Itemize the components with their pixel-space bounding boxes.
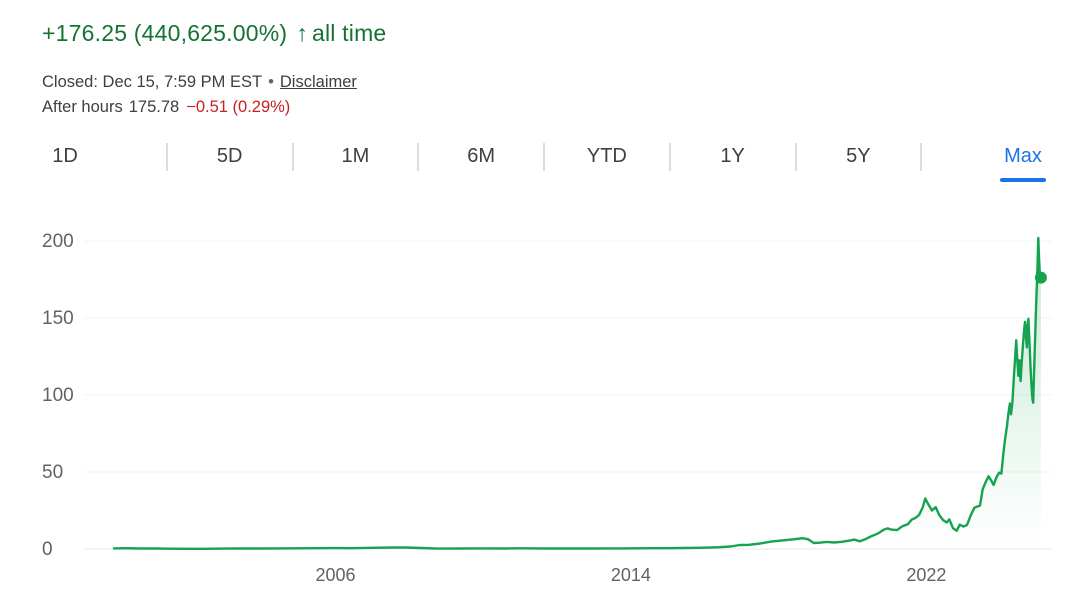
x-axis-label: 2006 bbox=[315, 565, 355, 585]
tab-label: Max bbox=[1004, 145, 1042, 167]
disclaimer-link[interactable]: Disclaimer bbox=[279, 73, 357, 91]
tab-label: 1M bbox=[341, 145, 370, 167]
tab-max[interactable]: Max bbox=[922, 143, 1046, 182]
tab-1m[interactable]: 1M bbox=[294, 143, 418, 182]
tab-label: 1D bbox=[52, 145, 78, 167]
after-hours-price: 175.78 bbox=[128, 98, 180, 116]
tab-divider bbox=[794, 143, 797, 171]
tab-5d[interactable]: 5D bbox=[168, 143, 292, 182]
tab-divider bbox=[668, 143, 671, 171]
y-axis-label: 100 bbox=[42, 385, 74, 406]
tab-label: YTD bbox=[586, 145, 627, 167]
tab-label: 6M bbox=[467, 145, 496, 167]
all-time-change-value: +176.25 (440,625.00%) bbox=[42, 20, 288, 46]
price-chart[interactable]: 0 50 100 150 200 2006 2014 2022 bbox=[0, 217, 1080, 592]
tab-1d[interactable]: 1D bbox=[42, 143, 166, 182]
tab-divider bbox=[291, 143, 294, 171]
tab-ytd[interactable]: YTD bbox=[545, 143, 669, 182]
price-change-line: +176.25 (440,625.00%) ↑ all time bbox=[0, 0, 1080, 47]
market-status-line: Closed: Dec 15, 7:59 PM EST • Disclaimer bbox=[0, 47, 1080, 92]
bullet-separator: • bbox=[268, 73, 274, 91]
change-period-label: all time bbox=[311, 20, 387, 46]
area-fill bbox=[113, 237, 1041, 549]
tab-divider bbox=[543, 143, 545, 171]
tab-divider bbox=[417, 143, 420, 171]
x-axis-label: 2022 bbox=[906, 565, 946, 585]
y-axis-label: 150 bbox=[42, 308, 74, 329]
market-closed-text: Closed: Dec 15, 7:59 PM EST bbox=[42, 73, 263, 91]
stock-quote-page: +176.25 (440,625.00%) ↑ all time Closed: D… bbox=[0, 0, 1080, 592]
price-line bbox=[112, 236, 1043, 550]
range-tab-bar: 1D 5D 1M 6M YTD 1Y 5Y Max bbox=[0, 143, 1080, 191]
after-hours-line: After hours 175.78 −0.51 (0.29%) bbox=[0, 92, 1080, 117]
tab-divider bbox=[165, 143, 168, 171]
latest-price-dot bbox=[1034, 271, 1047, 284]
after-hours-label: After hours bbox=[42, 98, 123, 116]
y-axis-label: 200 bbox=[42, 231, 74, 252]
after-hours-change: −0.51 (0.29%) bbox=[186, 98, 291, 116]
x-axis-label: 2014 bbox=[611, 565, 651, 585]
tab-label: 5Y bbox=[846, 145, 871, 167]
tab-1y[interactable]: 1Y bbox=[671, 143, 795, 182]
tab-label: 1Y bbox=[720, 145, 745, 167]
y-axis-label: 50 bbox=[42, 462, 63, 483]
tab-5y[interactable]: 5Y bbox=[797, 143, 921, 182]
up-arrow-icon: ↑ bbox=[296, 20, 308, 46]
y-axis-label: 0 bbox=[42, 539, 53, 560]
active-tab-indicator bbox=[1000, 178, 1046, 182]
tab-label: 5D bbox=[216, 145, 243, 167]
tab-6m[interactable]: 6M bbox=[419, 143, 543, 182]
tab-divider bbox=[920, 143, 923, 171]
